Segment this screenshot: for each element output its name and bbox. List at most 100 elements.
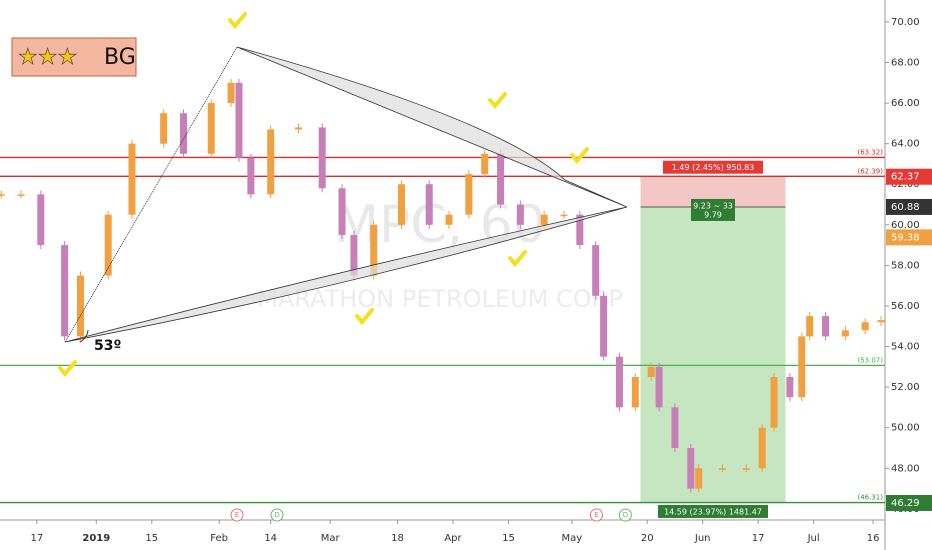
y-tick-label: 56.00 xyxy=(891,301,920,312)
candle xyxy=(647,366,655,377)
candle xyxy=(397,184,405,225)
candle xyxy=(497,153,505,205)
watermark: MPC, 60 xyxy=(334,195,546,255)
price-tag-label: 60.88 xyxy=(891,202,920,213)
level-label: (62.39) xyxy=(857,167,883,175)
candle xyxy=(516,204,524,225)
candle xyxy=(247,157,255,195)
price-tag-label: 46.29 xyxy=(891,498,920,509)
candle xyxy=(719,468,727,470)
candle xyxy=(615,356,623,408)
x-tick-label: 15 xyxy=(145,533,158,544)
y-tick-label: 60.00 xyxy=(891,220,920,231)
angle-arc xyxy=(79,329,89,343)
triangle-upper xyxy=(236,46,628,208)
candle xyxy=(227,82,235,104)
price-tag xyxy=(886,229,932,246)
stop-label: 1.49 (2.45%) 950.83 xyxy=(672,163,755,172)
candle xyxy=(600,295,608,357)
candle xyxy=(61,245,69,337)
candle xyxy=(318,127,326,189)
event-label: D xyxy=(274,511,279,519)
price-tag xyxy=(886,168,932,185)
badge-icons: ★★★ xyxy=(18,45,77,70)
y-tick-label: 54.00 xyxy=(891,342,920,353)
candle xyxy=(671,407,679,448)
candle xyxy=(445,214,453,225)
y-tick-label: 50.00 xyxy=(891,423,920,434)
candle xyxy=(861,322,869,331)
candle xyxy=(37,194,45,246)
price-tag-label: 59.38 xyxy=(891,232,920,243)
entry-label: 9.23 ~ 33 xyxy=(693,201,733,210)
watermark-sub: MARATHON PETROLEUM CORP xyxy=(257,285,623,313)
candle xyxy=(806,316,814,337)
triangle-lower xyxy=(64,206,628,343)
y-tick-label: 52.00 xyxy=(891,382,920,393)
x-tick-label: May xyxy=(562,533,583,544)
x-tick-label: Mar xyxy=(321,533,341,544)
x-tick-label: 17 xyxy=(752,533,765,544)
trend-line xyxy=(64,46,238,343)
candle xyxy=(481,153,489,175)
event-label: E xyxy=(235,511,239,519)
y-tick-label: 64.00 xyxy=(891,139,920,150)
candle xyxy=(631,376,639,408)
x-tick-label: 14 xyxy=(264,533,277,544)
event-marker xyxy=(230,508,244,522)
candle xyxy=(465,174,473,215)
candle xyxy=(822,316,830,337)
candle xyxy=(695,468,703,489)
candle xyxy=(179,113,187,154)
candle xyxy=(128,143,136,215)
candle xyxy=(592,245,600,296)
x-tick-label: Feb xyxy=(210,533,228,544)
x-tick-label: 2019 xyxy=(82,533,110,544)
entry-label-2: 9.79 xyxy=(704,210,722,219)
candle xyxy=(267,129,275,195)
candle xyxy=(758,427,766,469)
x-tick-label: 15 xyxy=(502,533,515,544)
candle xyxy=(560,214,568,217)
candle xyxy=(687,447,695,489)
x-tick-label: 18 xyxy=(391,533,404,544)
event-marker xyxy=(270,508,284,522)
candle xyxy=(350,234,358,276)
x-tick-label: 20 xyxy=(641,533,654,544)
angle-label: 53º xyxy=(94,338,121,354)
candle xyxy=(841,330,849,337)
y-tick-label: 58.00 xyxy=(891,260,920,271)
target-label: 14.59 (23.97%) 1481.47 xyxy=(664,507,762,516)
badge-box xyxy=(11,37,137,77)
level-label: (53.07) xyxy=(857,356,883,364)
price-tag xyxy=(886,198,932,215)
x-tick-label: 17 xyxy=(30,533,43,544)
target-label-box xyxy=(657,504,768,518)
y-tick-label: 68.00 xyxy=(891,57,920,68)
event-marker xyxy=(589,508,603,522)
badge-text: BG xyxy=(104,45,136,70)
candle xyxy=(207,103,215,154)
candle xyxy=(540,214,548,225)
y-tick-label: 70.00 xyxy=(891,17,920,28)
x-tick-label: 16 xyxy=(867,533,880,544)
candle xyxy=(655,366,663,408)
candle xyxy=(425,184,433,225)
event-label: D xyxy=(623,511,628,519)
candle xyxy=(370,224,378,276)
event-marker xyxy=(618,508,632,522)
x-tick-label: Jun xyxy=(694,533,711,544)
entry-label-box xyxy=(690,198,735,221)
level-label: (46.31) xyxy=(857,494,883,502)
candle xyxy=(160,113,168,144)
candle xyxy=(877,320,885,323)
level-label: (63.32) xyxy=(857,148,883,156)
candle xyxy=(786,376,794,398)
candle xyxy=(338,188,346,235)
candle xyxy=(76,275,84,337)
check-marks xyxy=(58,12,589,378)
x-tick-label: Jul xyxy=(807,533,820,544)
candle xyxy=(798,336,806,398)
